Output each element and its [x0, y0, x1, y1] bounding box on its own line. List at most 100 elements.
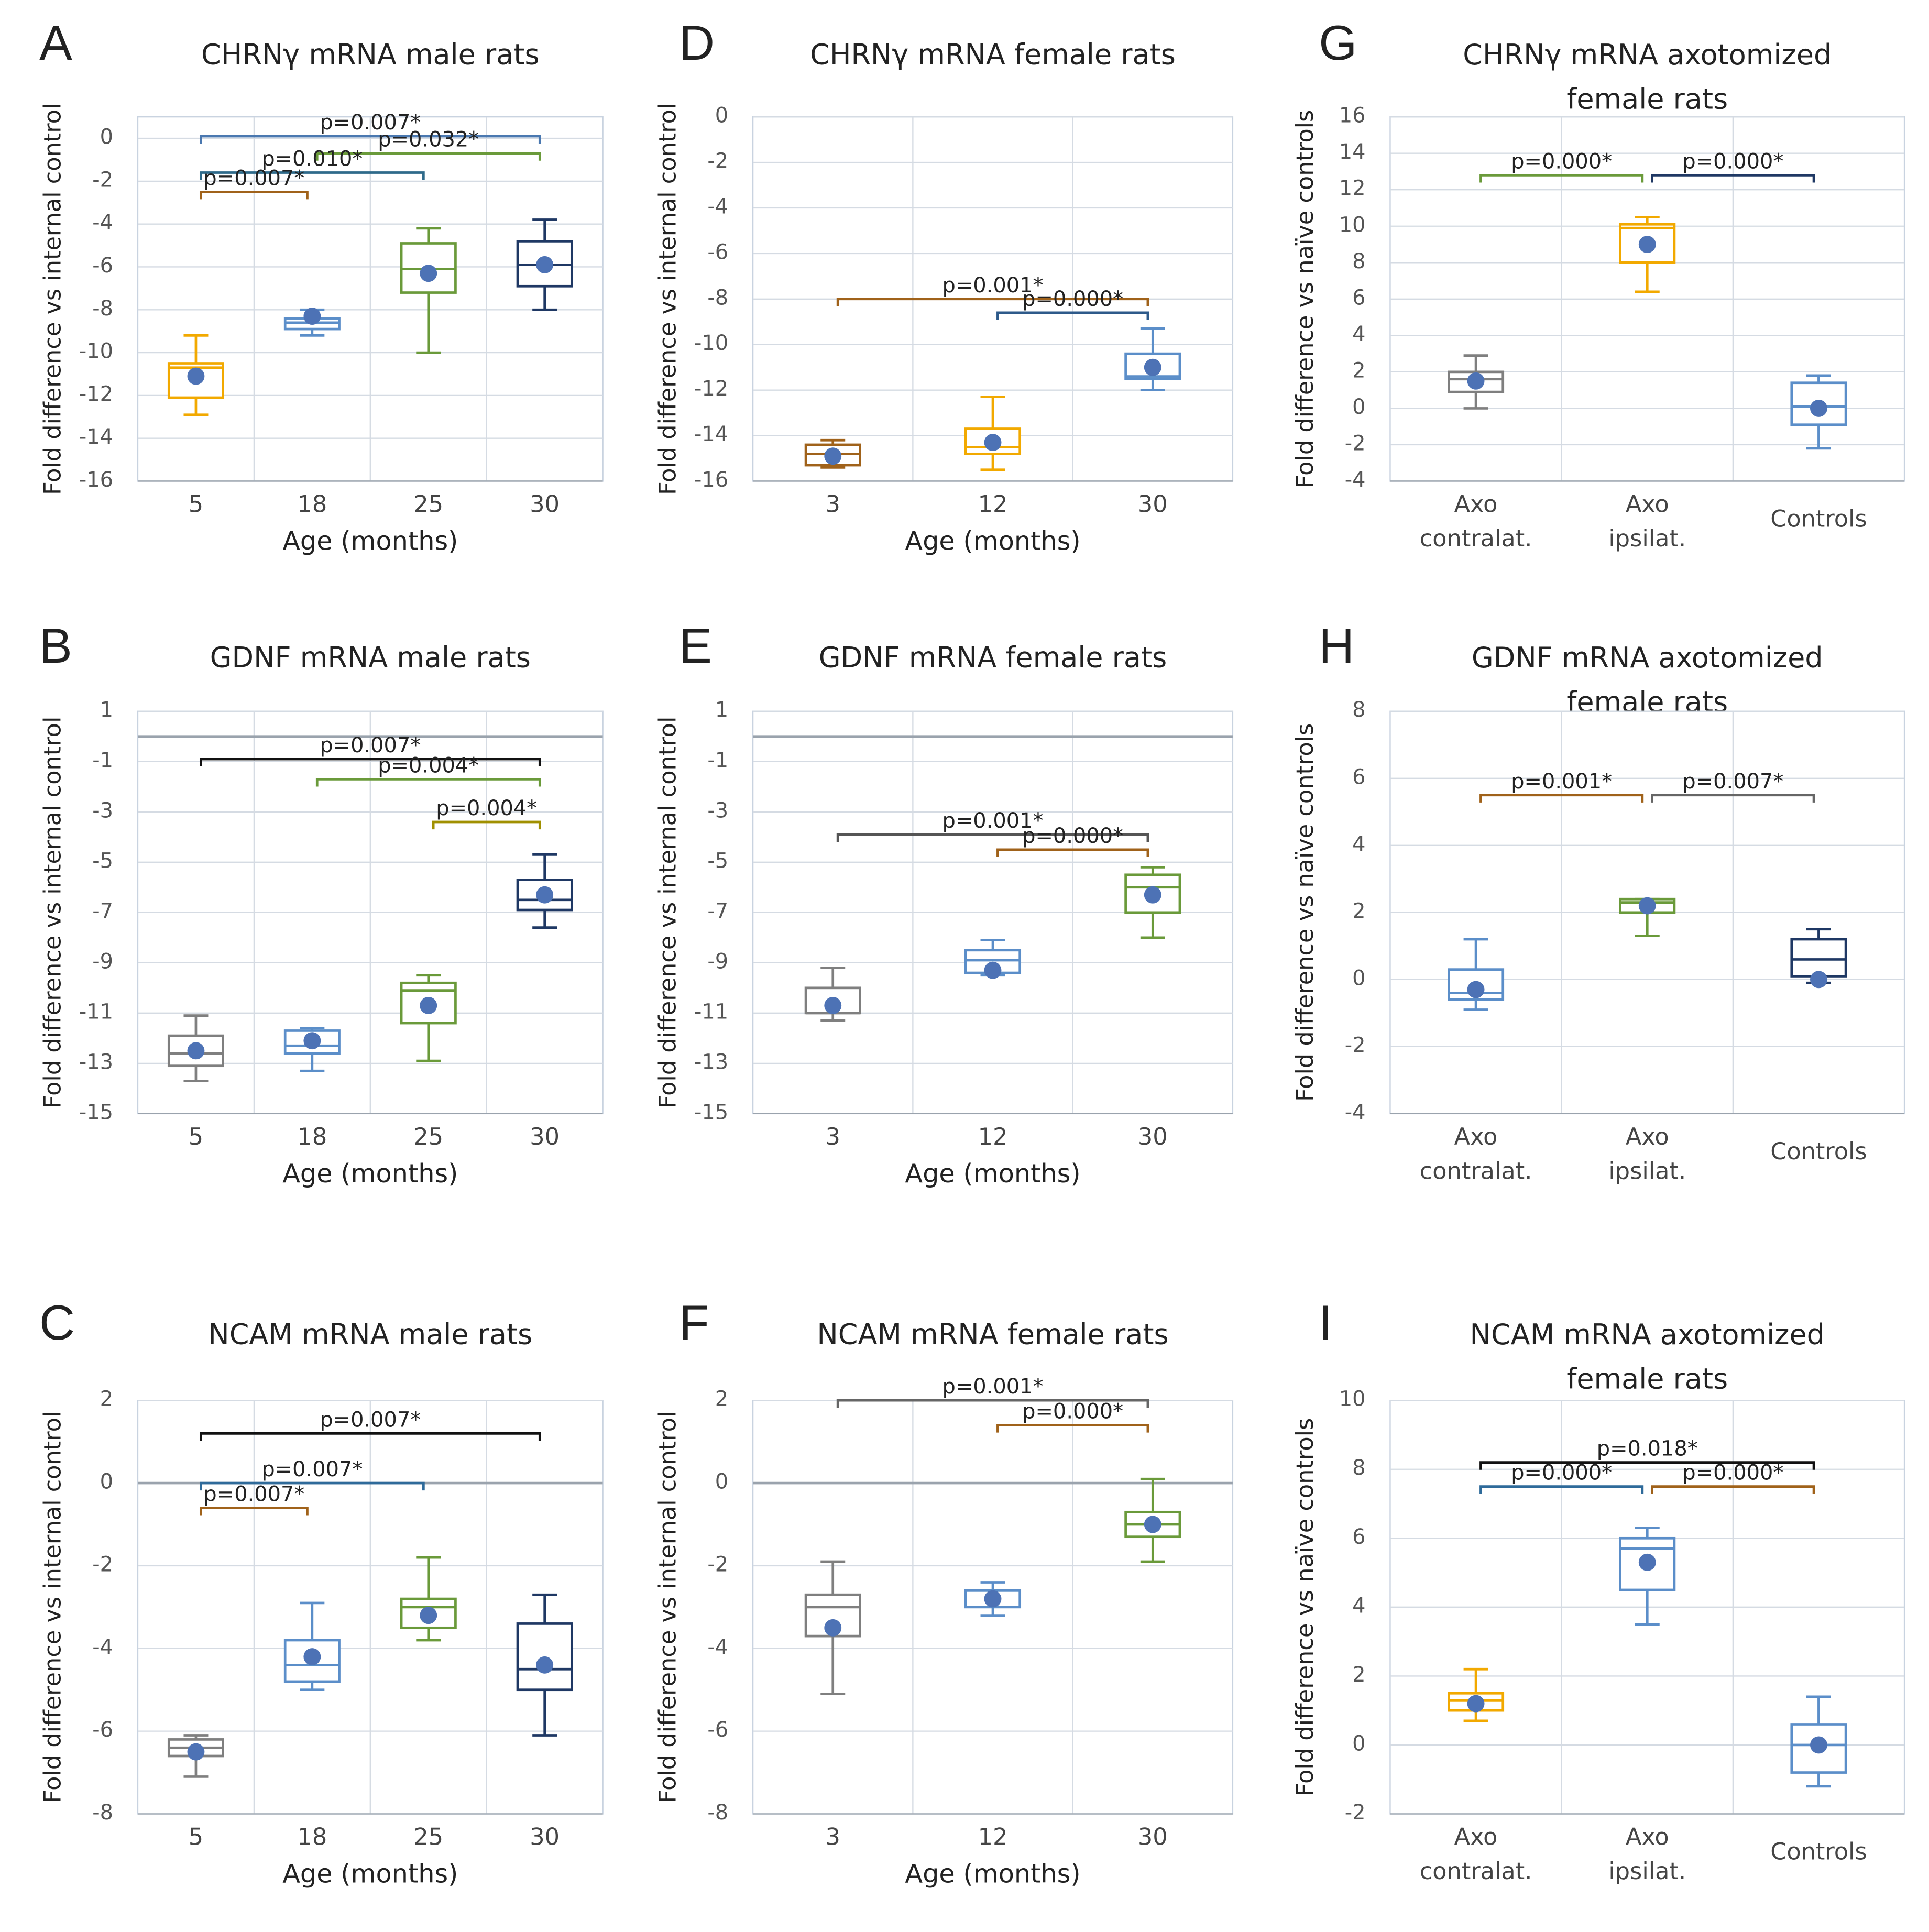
y-tick-label: -2	[1345, 1033, 1366, 1057]
box	[1448, 968, 1505, 1001]
panel: I NCAM mRNA axotomized female rats Fold dif…	[1291, 1295, 1905, 1885]
y-tick-label: -4	[1345, 1100, 1366, 1124]
mean-marker	[536, 256, 554, 273]
panel-letter: H	[1319, 618, 1354, 673]
x-tick-label: 30	[530, 490, 560, 518]
mean-marker	[824, 1619, 842, 1637]
x-axis-label: Age (months)	[905, 525, 1080, 556]
y-axis-label: Fold difference vs internal control	[39, 1411, 66, 1803]
y-tick-label: -9	[92, 949, 113, 973]
y-axis-label: Fold difference vs internal control	[39, 717, 66, 1108]
y-tick-label: 8	[1352, 1456, 1365, 1480]
x-tick-label: 3	[826, 1823, 840, 1850]
mean-marker	[187, 367, 205, 385]
y-tick-label: -5	[707, 849, 728, 873]
y-axis-label: Fold difference vs naïve controls	[1291, 1418, 1319, 1796]
y-tick-label: -2	[1345, 431, 1366, 455]
y-tick-label: -6	[92, 1718, 113, 1742]
mean-marker	[1144, 358, 1161, 376]
panel-letter: E	[679, 618, 712, 673]
mean-marker	[303, 1032, 321, 1050]
x-tick-label: 18	[297, 1123, 327, 1150]
y-tick-label: 2	[100, 1387, 113, 1411]
p-value-label: p=0.010*	[261, 147, 363, 171]
x-axis-label: Age (months)	[905, 1158, 1080, 1189]
panel: F NCAM mRNA female rats Fold difference vs…	[654, 1295, 1234, 1889]
panel: E GDNF mRNA female rats Fold difference vs…	[654, 618, 1234, 1189]
y-tick-label: 0	[100, 1470, 113, 1494]
box	[1790, 938, 1847, 978]
y-tick-label: -14	[694, 422, 728, 446]
p-value-label: p=0.000*	[1022, 287, 1123, 311]
x-axis-label: Age (months)	[282, 525, 458, 556]
mean-marker	[984, 434, 1002, 452]
x-axis-label: Age (months)	[282, 1158, 458, 1189]
y-tick-label: -3	[92, 798, 113, 822]
x-tick-label: Axo ipsilat.	[1608, 1823, 1686, 1885]
significance-bracket	[1479, 794, 1644, 803]
p-value-label: p=0.000*	[1022, 824, 1123, 848]
panel: D CHRNγ mRNA female rats Fold difference v…	[654, 15, 1234, 556]
panel-letter: G	[1319, 15, 1357, 70]
significance-bracket	[1651, 794, 1815, 803]
y-axis-label: Fold difference vs internal control	[654, 1411, 681, 1803]
mean-marker	[1638, 1553, 1656, 1571]
panel: H GDNF mRNA axotomized female rats Fold dif…	[1291, 618, 1905, 1185]
mean-marker	[984, 1590, 1002, 1608]
y-tick-label: -7	[707, 899, 728, 923]
x-axis-label: Age (months)	[282, 1858, 458, 1889]
y-tick-label: 4	[1352, 322, 1365, 346]
y-tick-label: -5	[92, 849, 113, 873]
mean-marker	[536, 1656, 554, 1674]
significance-bracket	[996, 311, 1149, 320]
y-tick-label: -13	[694, 1050, 728, 1074]
chart-title: CHRNγ mRNA axotomized female rats	[1463, 38, 1832, 116]
x-tick-label: 18	[297, 490, 327, 518]
x-tick-label: 5	[189, 1823, 203, 1850]
p-value-label: p=0.001*	[942, 273, 1044, 298]
y-tick-label: 16	[1339, 104, 1366, 128]
mean-marker	[1638, 897, 1656, 915]
panel: B GDNF mRNA male rats Fold difference vs i…	[39, 618, 604, 1189]
y-tick-label: -4	[1345, 468, 1366, 492]
panel-letter: A	[39, 15, 72, 70]
significance-bracket	[1651, 174, 1815, 183]
mean-marker	[420, 265, 437, 282]
y-tick-label: -2	[1345, 1801, 1366, 1825]
y-tick-label: -9	[707, 949, 728, 973]
box	[1124, 873, 1181, 914]
significance-bracket	[315, 152, 541, 161]
y-tick-label: 8	[1352, 698, 1365, 722]
y-tick-label: 4	[1352, 1594, 1365, 1618]
y-tick-label: 0	[1352, 966, 1365, 990]
significance-bracket	[199, 1432, 541, 1441]
x-tick-label: 3	[826, 1123, 840, 1150]
x-tick-label: 30	[530, 1823, 560, 1850]
p-value-label: p=0.018*	[1597, 1437, 1698, 1461]
chart-title: NCAM mRNA male rats	[208, 1318, 532, 1351]
p-value-label: p=0.007*	[261, 1457, 363, 1481]
chart-title: GDNF mRNA male rats	[210, 641, 531, 674]
y-tick-label: -1	[92, 748, 113, 772]
y-tick-label: 0	[1352, 395, 1365, 419]
y-tick-label: -4	[707, 194, 728, 218]
p-value-label: p=0.007*	[320, 111, 421, 135]
mean-marker	[1144, 1516, 1161, 1533]
chart-title: NCAM mRNA axotomized female rats	[1470, 1318, 1825, 1396]
y-tick-label: -6	[707, 1718, 728, 1742]
significance-bracket	[1651, 1485, 1815, 1494]
y-tick-label: -1	[707, 748, 728, 772]
y-tick-label: -2	[707, 149, 728, 173]
x-tick-label: 5	[189, 490, 203, 518]
x-tick-label: 30	[530, 1123, 560, 1150]
mean-marker	[303, 308, 321, 325]
p-value-label: p=0.007*	[320, 1408, 421, 1432]
y-tick-label: -12	[694, 377, 728, 401]
y-tick-label: -16	[694, 468, 728, 492]
mean-marker	[536, 886, 554, 904]
mean-marker	[187, 1042, 205, 1060]
x-tick-label: Controls	[1770, 1138, 1867, 1165]
significance-bracket	[836, 298, 1149, 306]
p-value-label: p=0.032*	[378, 128, 479, 152]
